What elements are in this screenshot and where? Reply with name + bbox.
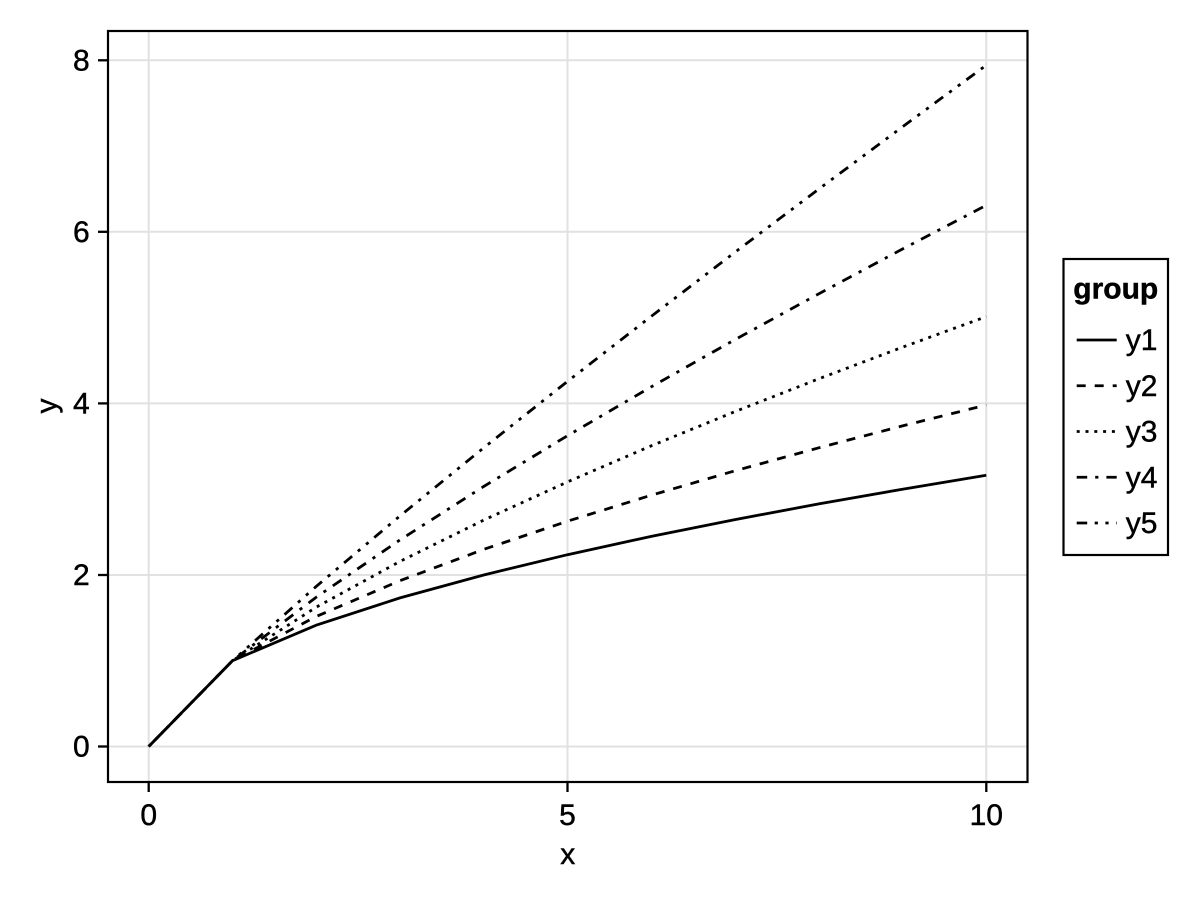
svg-text:10: 10	[970, 799, 1003, 832]
svg-text:2: 2	[73, 559, 90, 592]
svg-text:y: y	[31, 399, 64, 414]
svg-text:y1: y1	[1126, 324, 1158, 357]
svg-text:0: 0	[73, 731, 90, 764]
svg-text:8: 8	[73, 45, 90, 78]
svg-text:6: 6	[73, 216, 90, 249]
svg-text:y2: y2	[1126, 370, 1158, 403]
svg-text:5: 5	[559, 799, 576, 832]
svg-text:y5: y5	[1126, 507, 1158, 540]
svg-text:y3: y3	[1126, 416, 1158, 449]
svg-text:0: 0	[140, 799, 157, 832]
svg-text:y4: y4	[1126, 461, 1158, 494]
svg-text:x: x	[560, 838, 575, 871]
svg-text:4: 4	[73, 388, 90, 421]
svg-text:group: group	[1073, 272, 1158, 305]
